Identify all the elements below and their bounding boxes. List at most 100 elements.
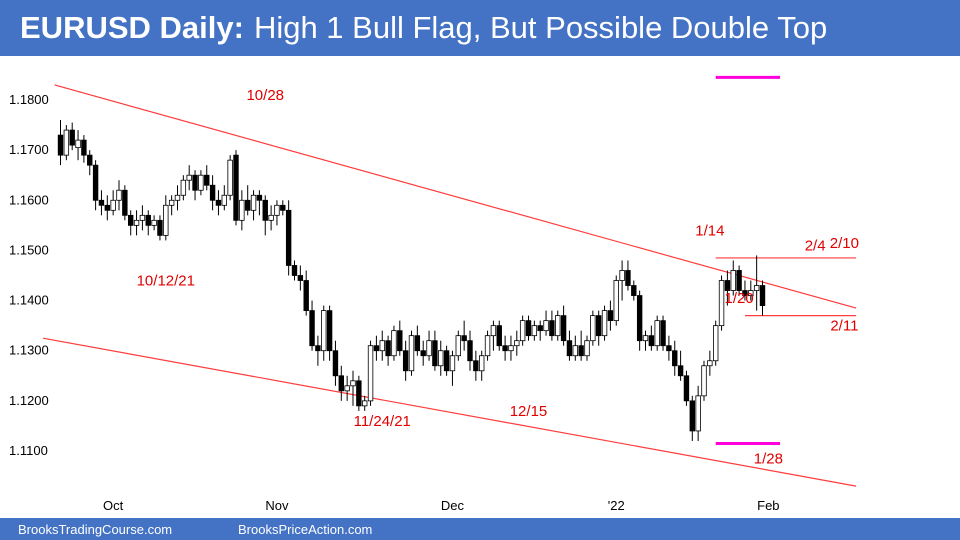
candle-body <box>695 395 701 432</box>
candle-body <box>707 360 713 367</box>
candle <box>748 280 754 301</box>
candle <box>683 370 690 406</box>
candle-body <box>373 345 380 352</box>
candle <box>262 195 268 236</box>
candle <box>566 330 573 361</box>
candle-body <box>467 340 473 362</box>
candle-body <box>549 320 555 337</box>
candle-body <box>607 310 614 322</box>
candle <box>449 350 456 386</box>
candle-body <box>274 204 280 216</box>
candle-body <box>151 219 157 226</box>
candle-body <box>110 199 116 211</box>
candle-body <box>625 270 631 286</box>
candle <box>601 305 608 341</box>
candle-layer <box>57 120 766 441</box>
candle <box>426 330 432 361</box>
candle <box>338 365 344 401</box>
candle-body <box>484 335 491 357</box>
candle-body <box>748 290 754 296</box>
candle-body <box>338 375 344 392</box>
candle <box>560 305 567 346</box>
candle <box>648 325 655 351</box>
candle <box>174 185 181 211</box>
candle-body <box>443 350 450 372</box>
candle-body <box>596 315 602 337</box>
candle <box>361 395 368 411</box>
candle-body <box>742 290 748 296</box>
y-tick-label: 1.1200 <box>9 393 49 408</box>
candle <box>227 155 233 201</box>
candle-body <box>385 340 391 357</box>
candle-body <box>350 380 356 387</box>
candle-body <box>397 330 403 352</box>
candle <box>92 160 99 211</box>
candle <box>742 280 748 301</box>
candle-body <box>92 164 99 201</box>
candle <box>713 320 719 366</box>
candle-body <box>98 199 105 206</box>
x-tick-label: Dec <box>441 498 465 513</box>
candle <box>250 190 257 221</box>
candlestick-chart: 1.1800 1.1700 1.1600 1.1500 1.1400 1.1300 1.12… <box>9 75 859 513</box>
candle <box>590 310 596 346</box>
trendline-layer <box>42 75 857 487</box>
footer-left-link[interactable]: BrooksTradingCourse.com <box>18 522 173 537</box>
candle-body <box>291 265 298 276</box>
candle <box>350 370 356 406</box>
annotation-label: 2/4 <box>805 237 826 254</box>
candle <box>344 375 350 401</box>
candle <box>373 335 380 361</box>
annotation-label: 2/10 <box>830 235 859 252</box>
candle-body <box>718 280 725 327</box>
candle <box>695 385 701 441</box>
chart-title-symbol: EURUSD Daily: <box>20 10 244 45</box>
candle <box>473 350 479 381</box>
candle-body <box>601 310 608 337</box>
candle <box>116 180 122 211</box>
candle-body <box>285 209 292 266</box>
candle-body <box>572 345 578 357</box>
candle-body <box>157 219 163 236</box>
candle-body <box>689 400 695 432</box>
candle <box>332 340 339 386</box>
candle-body <box>215 199 222 206</box>
candle-body <box>256 194 263 201</box>
candle <box>549 310 555 341</box>
candle <box>151 215 157 231</box>
y-tick-label: 1.1300 <box>9 343 49 358</box>
candle <box>180 175 187 201</box>
annotation-label: 10/28 <box>246 87 284 104</box>
candle <box>490 320 497 351</box>
candle <box>432 330 438 371</box>
candle-body <box>660 320 666 347</box>
candle-body <box>590 315 596 342</box>
annotation-label: 1/20 <box>724 290 753 307</box>
candle-body <box>239 199 245 221</box>
candle-body <box>531 325 538 337</box>
candle-body <box>192 174 198 191</box>
candle-body <box>560 315 567 342</box>
candle-body <box>555 315 561 337</box>
candle-body <box>356 380 362 407</box>
candle <box>215 190 222 216</box>
candle <box>502 335 508 361</box>
candle <box>326 305 333 361</box>
trendline-0 <box>54 84 857 309</box>
candle <box>519 315 526 346</box>
candle-body <box>262 199 268 221</box>
candle <box>689 395 695 441</box>
candle <box>701 360 707 401</box>
candle-body <box>204 174 210 186</box>
candle <box>625 260 631 291</box>
candle <box>98 190 105 216</box>
annotation-label: 1/28 <box>754 451 783 468</box>
candle-body <box>478 355 485 372</box>
candle-body <box>490 325 497 337</box>
candle <box>204 165 210 191</box>
annotation-label: 2/11 <box>830 318 858 335</box>
footer-right-link[interactable]: BrooksPriceAction.com <box>238 522 373 537</box>
candle-body <box>75 139 81 149</box>
chart-title-banner: EURUSD Daily: High 1 Bull Flag, But Poss… <box>0 0 960 56</box>
candle <box>724 270 731 306</box>
